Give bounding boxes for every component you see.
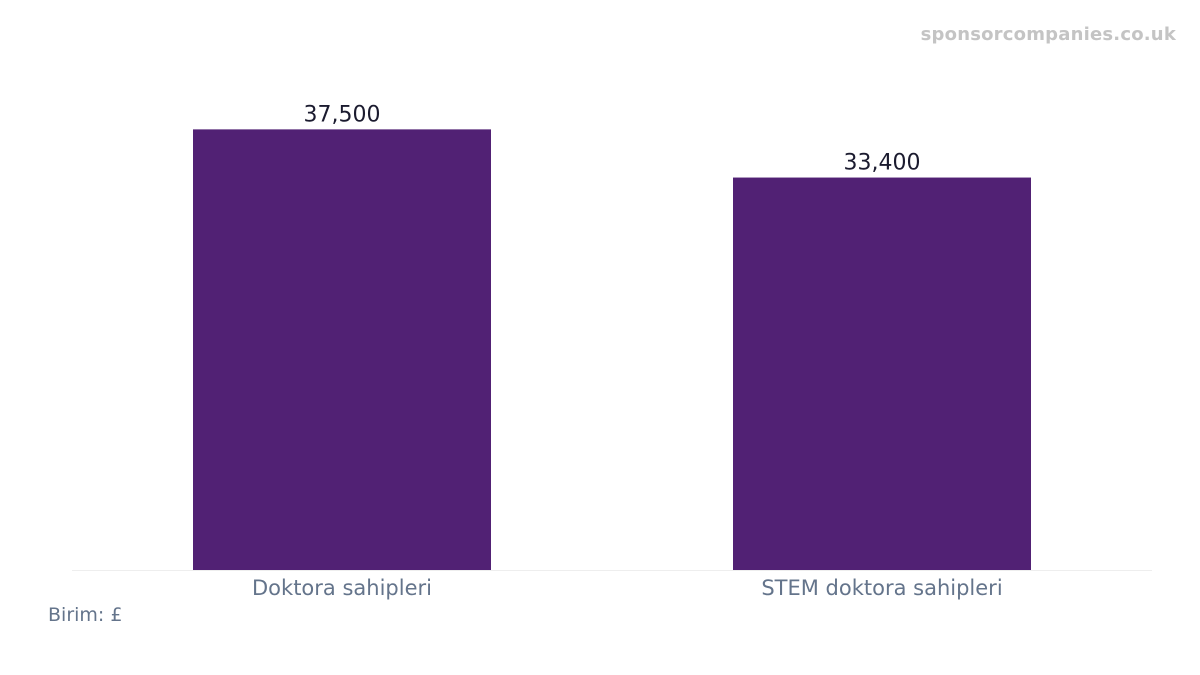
x-tick-label-0: Doktora sahipleri bbox=[252, 576, 432, 600]
bar-1 bbox=[733, 177, 1031, 571]
data-label-1: 33,400 bbox=[844, 151, 921, 176]
unit-note: Birim: £ bbox=[48, 604, 123, 626]
x-tick-label-1: STEM doktora sahipleri bbox=[761, 576, 1002, 600]
data-label-0: 37,500 bbox=[304, 102, 381, 127]
watermark: sponsorcompanies.co.uk bbox=[920, 24, 1176, 45]
bar-0 bbox=[193, 129, 491, 570]
